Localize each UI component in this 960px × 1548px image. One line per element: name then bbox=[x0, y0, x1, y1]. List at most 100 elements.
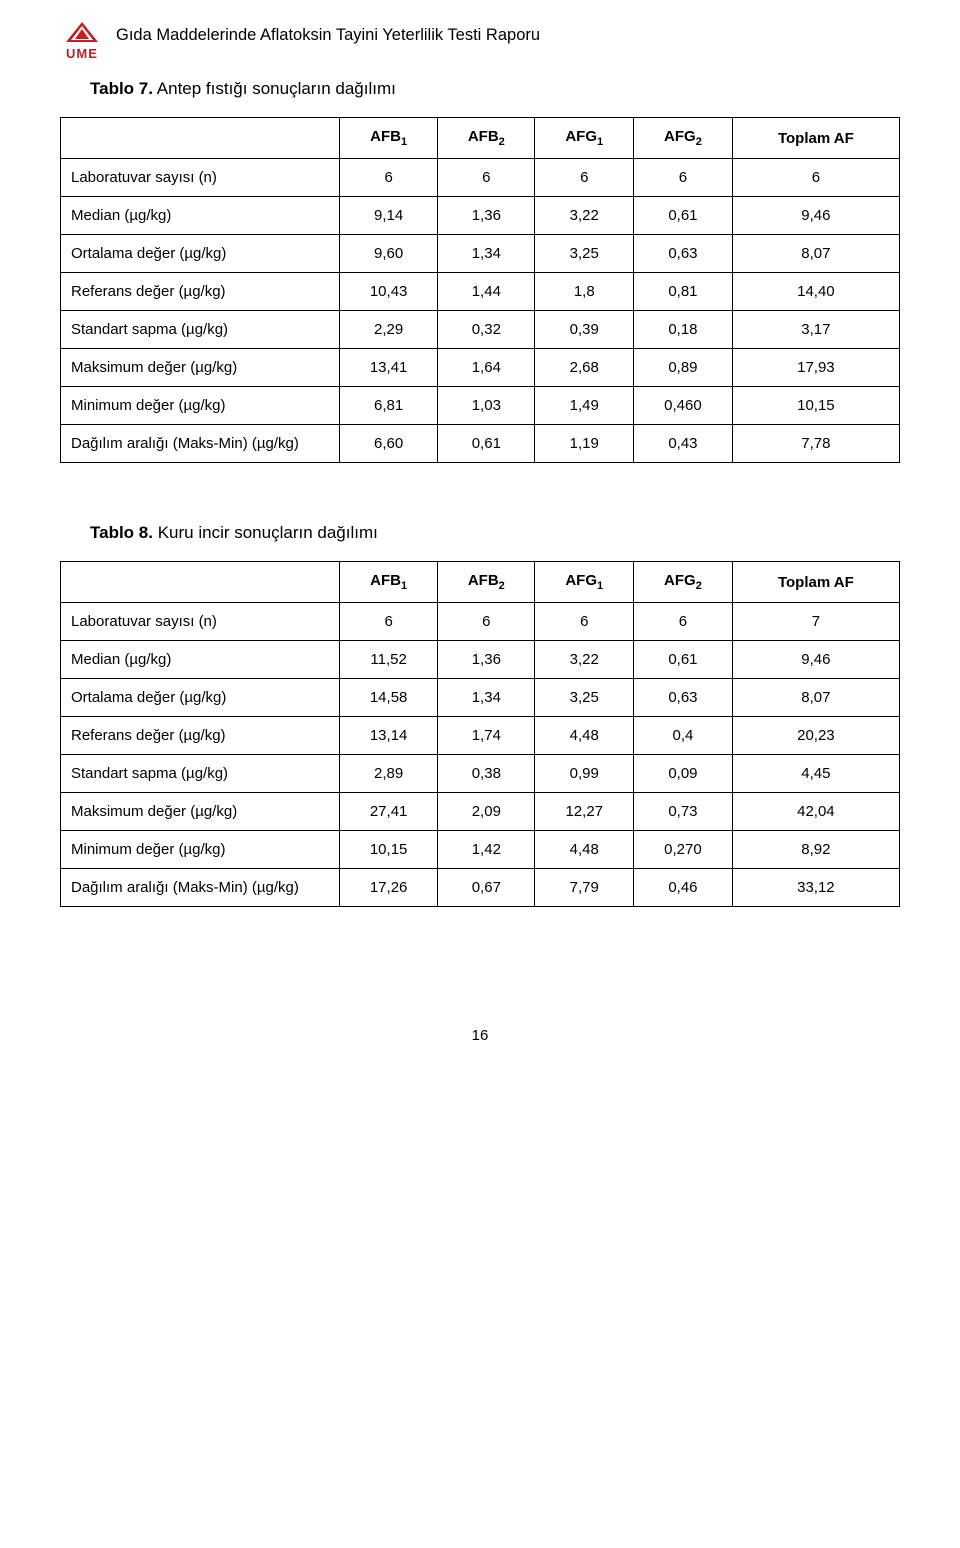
table-cell: 1,8 bbox=[535, 273, 634, 311]
table-cell: 0,4 bbox=[634, 717, 733, 755]
table-header-empty bbox=[61, 562, 340, 603]
data-table: AFB1AFB2AFG1AFG2Toplam AFLaboratuvar say… bbox=[60, 117, 900, 463]
table-row-label: Minimum değer (µg/kg) bbox=[61, 387, 340, 425]
table-row: Minimum değer (µg/kg)6,811,031,490,46010… bbox=[61, 387, 900, 425]
table-cell: 6,60 bbox=[340, 425, 438, 463]
table-cell: 17,26 bbox=[340, 869, 438, 907]
table-cell: 0,63 bbox=[634, 235, 733, 273]
table-cell: 1,44 bbox=[438, 273, 535, 311]
table-cell: 20,23 bbox=[732, 717, 899, 755]
table-row-label: Dağılım aralığı (Maks-Min) (µg/kg) bbox=[61, 425, 340, 463]
table-cell: 2,09 bbox=[438, 793, 535, 831]
table-row: Minimum değer (µg/kg)10,151,424,480,2708… bbox=[61, 831, 900, 869]
table-title-desc: Kuru incir sonuçların dağılımı bbox=[153, 523, 378, 542]
table-cell: 9,14 bbox=[340, 197, 438, 235]
table-cell: 13,41 bbox=[340, 349, 438, 387]
table-row-label: Referans değer (µg/kg) bbox=[61, 273, 340, 311]
table-row-label: Median (µg/kg) bbox=[61, 197, 340, 235]
table-cell: 0,61 bbox=[634, 197, 733, 235]
table-cell: 14,40 bbox=[732, 273, 899, 311]
page-number: 16 bbox=[60, 1027, 900, 1044]
table-cell: 3,17 bbox=[732, 311, 899, 349]
table-row: Laboratuvar sayısı (n)66667 bbox=[61, 603, 900, 641]
table-row-label: Laboratuvar sayısı (n) bbox=[61, 603, 340, 641]
logo-text: UME bbox=[66, 46, 98, 61]
table-cell: 33,12 bbox=[732, 869, 899, 907]
table-cell: 6 bbox=[340, 159, 438, 197]
table-row-label: Standart sapma (µg/kg) bbox=[61, 755, 340, 793]
table-cell: 0,32 bbox=[438, 311, 535, 349]
table-cell: 10,15 bbox=[340, 831, 438, 869]
table-cell: 6 bbox=[535, 603, 634, 641]
table-row-label: Minimum değer (µg/kg) bbox=[61, 831, 340, 869]
table-row: Ortalama değer (µg/kg)9,601,343,250,638,… bbox=[61, 235, 900, 273]
table-row: Median (µg/kg)9,141,363,220,619,46 bbox=[61, 197, 900, 235]
table-column-header: Toplam AF bbox=[732, 118, 899, 159]
table-cell: 1,34 bbox=[438, 235, 535, 273]
table-cell: 8,07 bbox=[732, 679, 899, 717]
table-cell: 9,46 bbox=[732, 641, 899, 679]
table-row: Median (µg/kg)11,521,363,220,619,46 bbox=[61, 641, 900, 679]
table-cell: 0,43 bbox=[634, 425, 733, 463]
table-title: Tablo 8. Kuru incir sonuçların dağılımı bbox=[90, 523, 900, 543]
table-title-label: Tablo 8. bbox=[90, 523, 153, 542]
table-cell: 2,89 bbox=[340, 755, 438, 793]
table-cell: 3,22 bbox=[535, 197, 634, 235]
table-cell: 1,74 bbox=[438, 717, 535, 755]
table-row-label: Ortalama değer (µg/kg) bbox=[61, 235, 340, 273]
table-cell: 0,39 bbox=[535, 311, 634, 349]
data-table: AFB1AFB2AFG1AFG2Toplam AFLaboratuvar say… bbox=[60, 561, 900, 907]
table-cell: 0,81 bbox=[634, 273, 733, 311]
table-column-header: AFB1 bbox=[340, 118, 438, 159]
table-row: Ortalama değer (µg/kg)14,581,343,250,638… bbox=[61, 679, 900, 717]
table-cell: 0,61 bbox=[438, 425, 535, 463]
table-row: Standart sapma (µg/kg)2,290,320,390,183,… bbox=[61, 311, 900, 349]
table-cell: 1,49 bbox=[535, 387, 634, 425]
table-cell: 10,43 bbox=[340, 273, 438, 311]
table-row: Dağılım aralığı (Maks-Min) (µg/kg)6,600,… bbox=[61, 425, 900, 463]
table-cell: 1,64 bbox=[438, 349, 535, 387]
table-row-label: Laboratuvar sayısı (n) bbox=[61, 159, 340, 197]
table-cell: 11,52 bbox=[340, 641, 438, 679]
page: UME Gıda Maddelerinde Aflatoksin Tayini … bbox=[0, 0, 960, 1084]
table-row-label: Maksimum değer (µg/kg) bbox=[61, 793, 340, 831]
table-cell: 7 bbox=[732, 603, 899, 641]
table-cell: 6 bbox=[634, 603, 733, 641]
table-cell: 8,92 bbox=[732, 831, 899, 869]
table-row: Referans değer (µg/kg)10,431,441,80,8114… bbox=[61, 273, 900, 311]
table-header-empty bbox=[61, 118, 340, 159]
table-cell: 2,29 bbox=[340, 311, 438, 349]
table-cell: 1,03 bbox=[438, 387, 535, 425]
table-row-label: Maksimum değer (µg/kg) bbox=[61, 349, 340, 387]
table-cell: 0,63 bbox=[634, 679, 733, 717]
table-cell: 0,67 bbox=[438, 869, 535, 907]
table-cell: 1,34 bbox=[438, 679, 535, 717]
table-cell: 8,07 bbox=[732, 235, 899, 273]
table-column-header: AFG1 bbox=[535, 118, 634, 159]
table-cell: 6 bbox=[732, 159, 899, 197]
table-title: Tablo 7. Antep fıstığı sonuçların dağılı… bbox=[90, 79, 900, 99]
header: UME Gıda Maddelerinde Aflatoksin Tayini … bbox=[60, 20, 900, 61]
table-cell: 3,25 bbox=[535, 235, 634, 273]
table-row-label: Median (µg/kg) bbox=[61, 641, 340, 679]
table-cell: 1,42 bbox=[438, 831, 535, 869]
table-cell: 0,61 bbox=[634, 641, 733, 679]
table-cell: 0,460 bbox=[634, 387, 733, 425]
table-row: Referans değer (µg/kg)13,141,744,480,420… bbox=[61, 717, 900, 755]
table-cell: 6 bbox=[535, 159, 634, 197]
table-cell: 4,48 bbox=[535, 831, 634, 869]
table-cell: 9,60 bbox=[340, 235, 438, 273]
table-cell: 14,58 bbox=[340, 679, 438, 717]
table-cell: 6,81 bbox=[340, 387, 438, 425]
table-cell: 6 bbox=[340, 603, 438, 641]
table-cell: 6 bbox=[634, 159, 733, 197]
table-row-label: Ortalama değer (µg/kg) bbox=[61, 679, 340, 717]
table-cell: 7,79 bbox=[535, 869, 634, 907]
tables-container: Tablo 7. Antep fıstığı sonuçların dağılı… bbox=[60, 79, 900, 907]
table-title-desc: Antep fıstığı sonuçların dağılımı bbox=[153, 79, 396, 98]
table-cell: 0,73 bbox=[634, 793, 733, 831]
table-cell: 1,19 bbox=[535, 425, 634, 463]
table-cell: 7,78 bbox=[732, 425, 899, 463]
table-row: Maksimum değer (µg/kg)27,412,0912,270,73… bbox=[61, 793, 900, 831]
table-column-header: AFB1 bbox=[340, 562, 438, 603]
